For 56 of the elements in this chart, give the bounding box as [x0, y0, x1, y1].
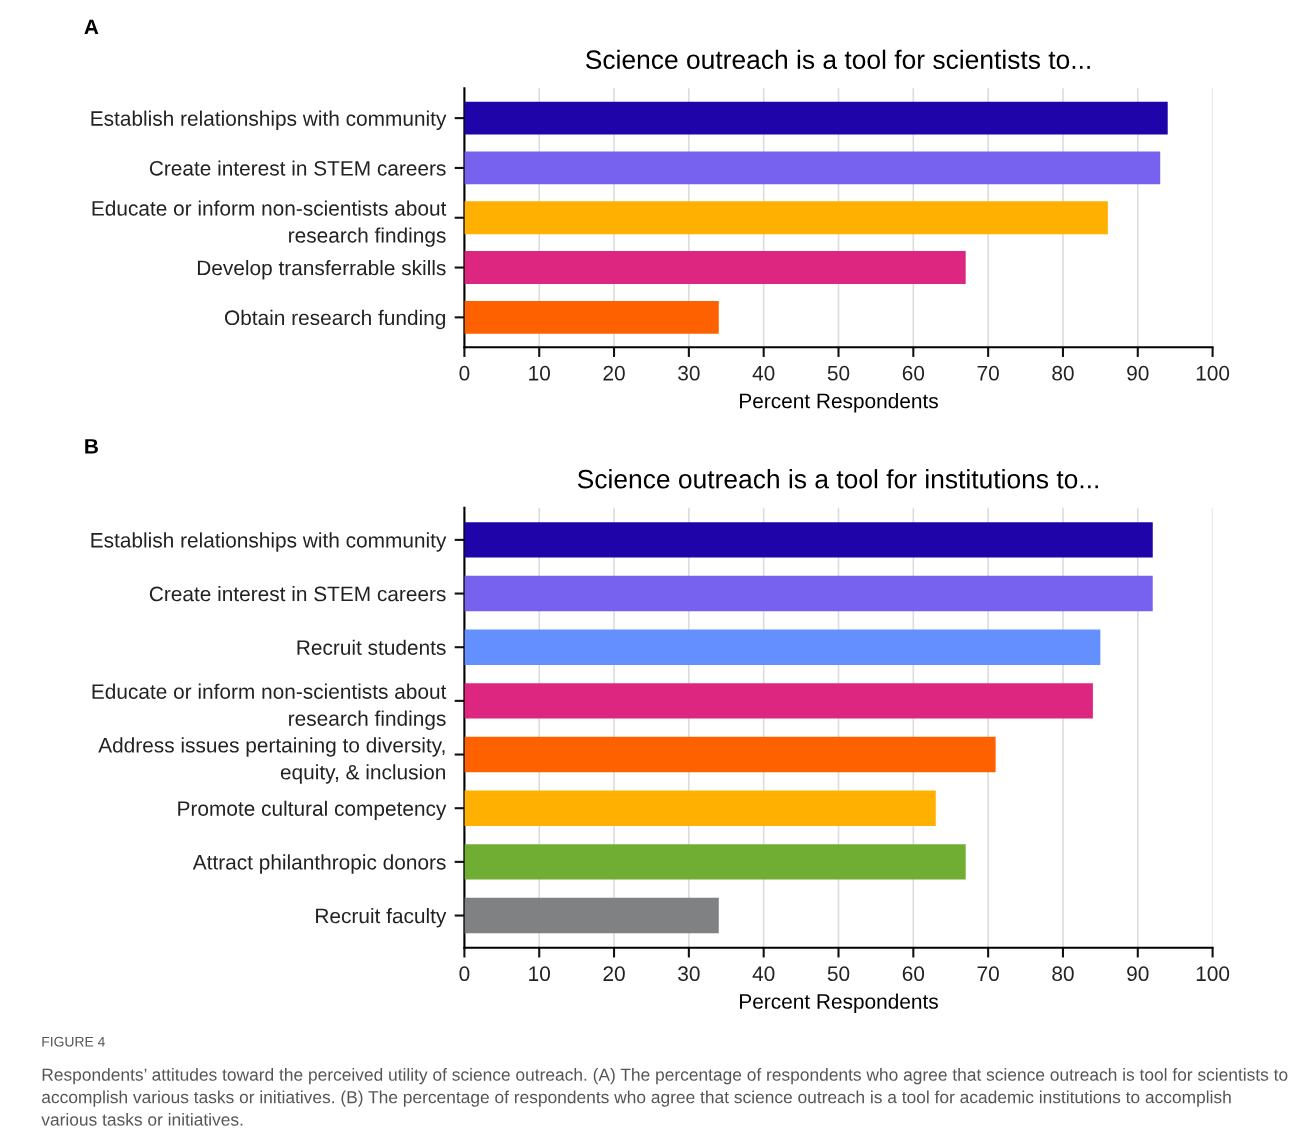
y-tick-label: Recruit faculty	[316, 907, 447, 928]
bar	[464, 151, 1161, 185]
x-tick-label: 40	[752, 365, 775, 381]
y-tick-label: Address issues pertaining to diversity, equity, & inclusion	[98, 737, 445, 784]
bar	[464, 101, 1168, 135]
y-tick-label: Attract philanthropic donors	[192, 854, 446, 874]
caption: FIGURE 4	[42, 1036, 105, 1047]
x-tick-label: 60	[902, 966, 925, 982]
y-tick-label: Create interest in STEM careers	[149, 160, 446, 176]
bar	[464, 300, 719, 334]
x-tick-label: 100	[1196, 966, 1230, 982]
bar	[464, 251, 966, 284]
x-tick-label: 0	[459, 966, 470, 982]
x-tick-label: 30	[678, 966, 700, 982]
chart-title: Science outreach is a tool for institutions to...	[577, 469, 1098, 489]
bar	[464, 522, 1153, 558]
text: B	[85, 439, 98, 454]
y-tick-label: Develop transferrable skills	[197, 260, 446, 280]
x-tick-label: 10	[529, 365, 550, 381]
x-tick-label: 100	[1196, 365, 1230, 381]
x-tick-label: 90	[1127, 966, 1149, 982]
x-axis-title: Percent Respondents	[740, 393, 938, 413]
x-tick-label: 70	[977, 365, 999, 381]
y-tick-label: Recruit students	[297, 639, 446, 655]
text: A	[84, 19, 99, 35]
y-tick-label: Educate or inform non-scientists about research findings	[92, 683, 447, 731]
x-tick-label: 70	[977, 966, 999, 982]
y-tick-label: Educate or inform non-scientists about research findings	[92, 200, 447, 247]
bar	[464, 736, 996, 773]
x-tick-label: 20	[603, 365, 625, 381]
y-tick-label: Create interest in STEM careers	[149, 586, 446, 602]
x-tick-label: 80	[1052, 966, 1074, 982]
bar	[464, 629, 1101, 665]
y-tick-label: Promote cultural competency	[178, 800, 447, 821]
text: Respondents’ attitudes toward the perceived utility of science outreach. (A) The percentage of respondents who agree that science outreach is tool for scientists to accomplish various tasks or initiatives. (B) The percentage of respondents who agree that science outreach is a tool for academic institutions to accomplish various tasks or initiatives.	[41, 1068, 1288, 1126]
x-axis-title: Percent Respondents	[740, 993, 938, 1013]
y-tick-label: Establish relationships with community	[91, 110, 447, 130]
y-tick-label: Obtain research funding	[224, 309, 446, 330]
chart-title: Science outreach is a tool for scientists to...	[585, 49, 1090, 70]
x-tick-label: 50	[827, 966, 850, 982]
bar	[464, 683, 1093, 719]
x-tick-label: 50	[827, 365, 850, 381]
x-tick-label: 90	[1127, 365, 1149, 381]
y-tick-label: Establish relationships with community	[91, 532, 447, 552]
bar	[464, 897, 719, 934]
bar	[464, 201, 1108, 235]
bar	[464, 575, 1153, 612]
bar	[464, 790, 936, 826]
x-tick-label: 10	[529, 966, 550, 982]
x-tick-label: 80	[1052, 365, 1074, 381]
x-tick-label: 20	[603, 966, 625, 982]
x-tick-label: 60	[902, 365, 925, 381]
x-tick-label: 40	[752, 966, 775, 982]
x-tick-label: 30	[678, 365, 700, 381]
bar	[464, 844, 966, 880]
x-tick-label: 0	[459, 365, 470, 381]
